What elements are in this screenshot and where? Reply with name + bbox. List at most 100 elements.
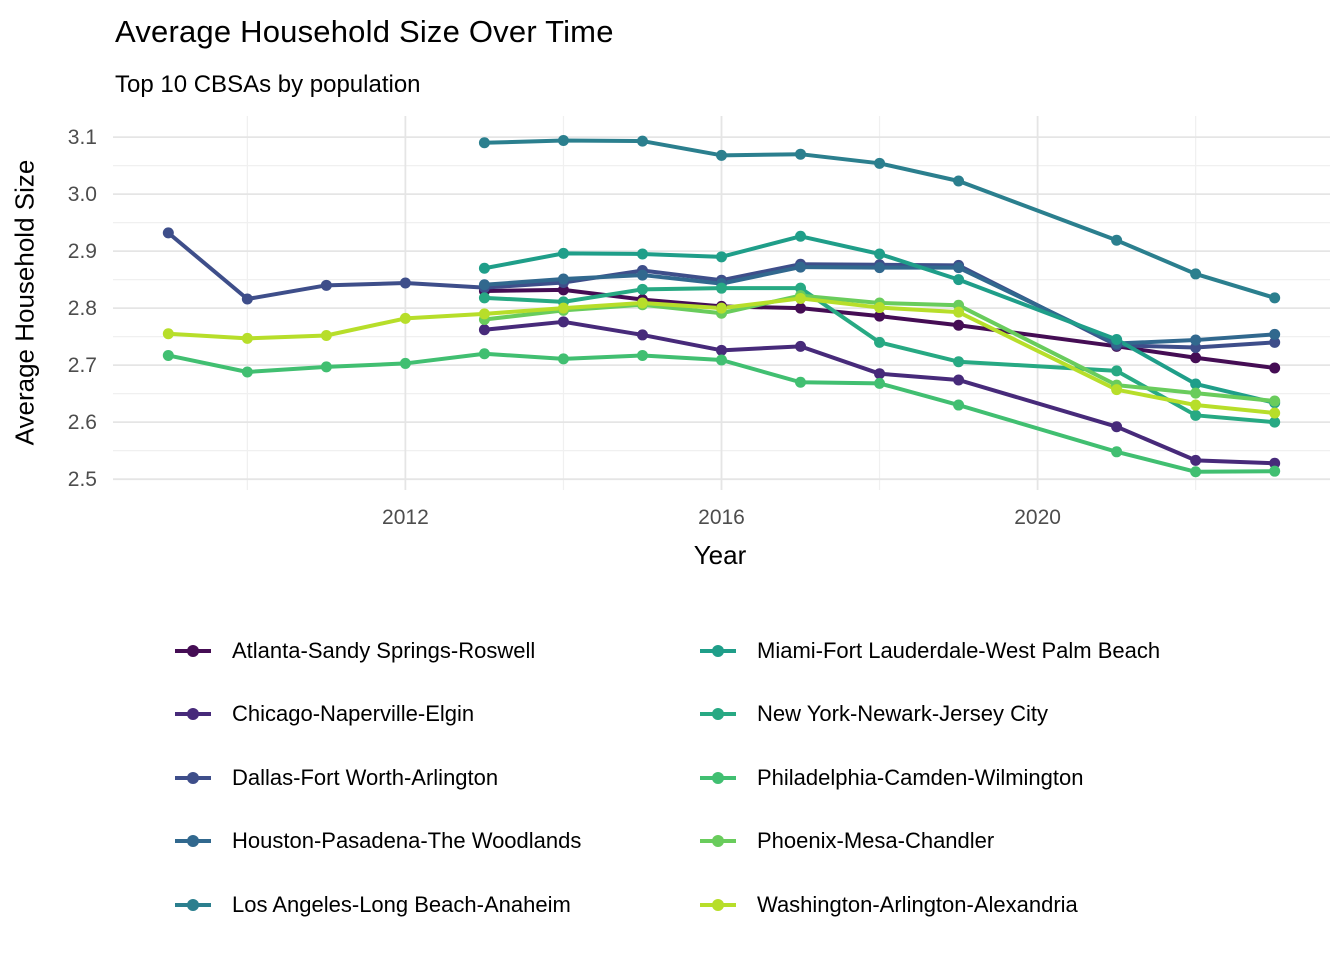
data-point-houston — [1190, 334, 1202, 346]
data-point-washington — [1111, 384, 1123, 396]
data-point-washington — [636, 297, 648, 309]
data-point-phoenix — [1269, 395, 1281, 407]
data-point-miami — [557, 247, 569, 259]
data-point-dallas — [241, 293, 253, 305]
data-point-new-york — [636, 283, 648, 295]
data-point-washington — [1269, 407, 1281, 419]
data-point-los-angeles — [557, 135, 569, 147]
data-point-philadelphia — [1269, 465, 1281, 477]
legend-label: Los Angeles-Long Beach-Anaheim — [232, 891, 571, 917]
legend-key-icon — [175, 699, 211, 729]
legend-key-dot — [712, 835, 724, 848]
data-point-washington — [716, 302, 727, 314]
chart-subtitle: Top 10 CBSAs by population — [115, 71, 421, 98]
data-point-chicago — [557, 316, 569, 328]
x-tick-label: 2012 — [382, 506, 429, 529]
legend-label: Miami-Fort Lauderdale-West Palm Beach — [757, 637, 1161, 663]
data-point-dallas — [320, 279, 332, 291]
legend-item: Philadelphia-Camden-Wilmington — [700, 746, 1160, 810]
data-point-washington — [399, 312, 411, 324]
y-tick-label: 2.6 — [68, 411, 97, 434]
legend-key-dot — [712, 898, 724, 911]
legend-label: Chicago-Naperville-Elgin — [232, 701, 475, 727]
data-point-chicago — [874, 368, 886, 380]
data-point-los-angeles — [874, 157, 886, 169]
legend-key-dot — [187, 835, 199, 848]
data-point-new-york — [1111, 365, 1123, 377]
data-point-atlanta — [953, 319, 965, 331]
data-point-new-york — [874, 336, 886, 348]
data-point-philadelphia — [320, 361, 332, 373]
data-point-new-york — [478, 292, 490, 304]
legend-item: Dallas-Fort Worth-Arlington — [175, 746, 581, 810]
data-point-houston — [636, 269, 648, 281]
data-point-los-angeles — [953, 175, 965, 187]
data-point-atlanta — [874, 310, 886, 322]
x-tick-label: 2020 — [1014, 506, 1061, 529]
data-point-atlanta — [1190, 352, 1202, 364]
data-point-philadelphia — [399, 357, 411, 369]
legend-column-right: Miami-Fort Lauderdale-West Palm Beach New… — [700, 619, 1160, 937]
data-point-new-york — [953, 356, 965, 368]
data-point-philadelphia — [1190, 466, 1202, 478]
data-point-dallas — [1269, 336, 1281, 348]
legend-key-dot — [712, 708, 724, 721]
data-point-atlanta — [1269, 362, 1281, 374]
legend-key-dot — [187, 771, 199, 784]
legend-key-icon — [175, 826, 211, 856]
data-point-los-angeles — [1111, 234, 1123, 246]
data-point-los-angeles — [716, 149, 727, 161]
legend-key-icon — [700, 826, 736, 856]
legend-label: Atlanta-Sandy Springs-Roswell — [232, 637, 536, 663]
data-point-miami — [478, 262, 490, 274]
legend-key-icon — [700, 699, 736, 729]
legend-label: Phoenix-Mesa-Chandler — [757, 828, 995, 854]
data-point-new-york — [716, 282, 727, 294]
data-point-miami — [716, 251, 727, 263]
data-point-washington — [557, 302, 569, 314]
data-point-philadelphia — [953, 399, 965, 411]
x-tick-label: 2016 — [698, 506, 745, 529]
legend-key-dot — [712, 644, 724, 657]
data-point-philadelphia — [557, 353, 569, 365]
data-point-philadelphia — [241, 366, 253, 378]
legend-key-dot — [712, 771, 724, 784]
data-point-new-york — [1269, 416, 1281, 428]
data-point-washington — [478, 308, 490, 320]
data-point-houston — [795, 261, 807, 273]
data-point-philadelphia — [162, 349, 174, 361]
legend-label: Dallas-Fort Worth-Arlington — [232, 764, 499, 790]
data-point-phoenix — [1190, 387, 1202, 399]
data-point-miami — [795, 230, 807, 242]
data-point-philadelphia — [716, 354, 727, 366]
data-point-washington — [320, 329, 332, 341]
y-axis-title: Average Household Size — [9, 159, 40, 446]
data-point-chicago — [478, 324, 490, 336]
series-line-los-angeles — [484, 138, 1276, 300]
legend-item: Phoenix-Mesa-Chandler — [700, 810, 1160, 874]
legend-item: Miami-Fort Lauderdale-West Palm Beach — [700, 619, 1160, 683]
legend-item: Washington-Arlington-Alexandria — [700, 873, 1160, 937]
data-point-miami — [1111, 333, 1123, 345]
data-point-atlanta — [795, 302, 807, 314]
data-point-new-york — [1190, 409, 1202, 421]
legend-item: Houston-Pasadena-The Woodlands — [175, 810, 581, 874]
series-line-miami — [484, 234, 1276, 405]
y-tick-label: 3.0 — [68, 183, 97, 206]
data-point-chicago — [1190, 454, 1202, 466]
legend-item: Atlanta-Sandy Springs-Roswell — [175, 619, 581, 683]
legend-key-icon — [175, 636, 211, 666]
data-point-houston — [478, 279, 490, 291]
legend-column-left: Atlanta-Sandy Springs-Roswell Chicago-Nap… — [175, 619, 581, 937]
data-point-houston — [1269, 328, 1281, 340]
data-point-miami — [636, 248, 648, 260]
line-chart-panel: 2.5 2.6 2.7 2.8 2.9 3.0 3.1 2012 2016 2020 — [68, 116, 1330, 529]
data-point-miami — [1190, 378, 1202, 390]
series-line-new-york — [484, 286, 1275, 425]
data-point-houston — [557, 273, 569, 285]
data-point-chicago — [1111, 421, 1123, 433]
y-tick-label: 2.9 — [68, 240, 97, 263]
chart-title: Average Household Size Over Time — [115, 14, 614, 49]
data-point-dallas — [162, 227, 174, 239]
